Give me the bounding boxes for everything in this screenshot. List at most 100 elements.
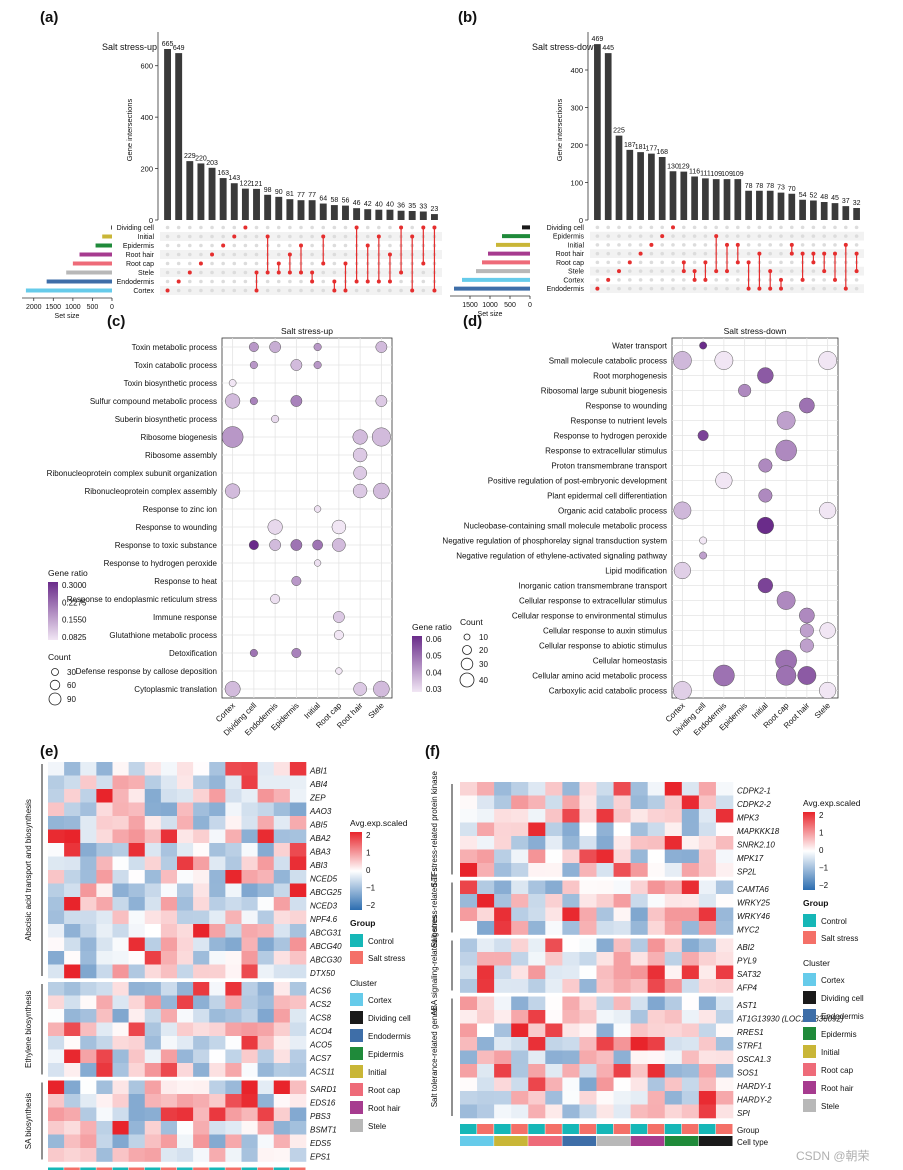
dot xyxy=(776,411,796,430)
group-annotation xyxy=(630,1124,648,1134)
bar xyxy=(297,200,305,220)
heatmap-cell xyxy=(112,1121,129,1135)
bar xyxy=(820,202,828,220)
heatmap-cell xyxy=(545,782,563,796)
cluster-legend-label: Stele xyxy=(368,1122,387,1131)
cluster-legend-swatch xyxy=(350,1047,363,1060)
heatmap-cell xyxy=(257,856,275,871)
bar xyxy=(615,135,623,220)
dot xyxy=(352,483,368,499)
matrix-dot-off xyxy=(617,260,621,265)
heatmap-cell xyxy=(289,1121,307,1135)
matrix-dot-off xyxy=(682,251,686,256)
matrix-dot-off xyxy=(682,225,686,230)
dot xyxy=(797,666,817,685)
matrix-dot-off xyxy=(790,260,794,265)
heatmap-cell xyxy=(193,775,210,790)
y-tick-label: Ribosomal large subunit biogenesis xyxy=(541,387,667,396)
heatmap-cell xyxy=(193,937,210,952)
dot xyxy=(225,483,241,499)
matrix-dot-on xyxy=(681,269,686,274)
heatmap-cell xyxy=(477,907,495,922)
heatmap-cell xyxy=(528,809,546,823)
set-size-bar xyxy=(95,243,112,248)
heatmap-cell xyxy=(96,982,113,996)
heatmap-cell xyxy=(160,802,178,817)
set-size-bar xyxy=(79,252,112,257)
heatmap-cell xyxy=(511,880,529,895)
matrix-dot-off xyxy=(276,252,281,257)
heatmap-cell xyxy=(562,938,580,953)
scale-tick-label: −2 xyxy=(819,881,829,890)
gene-label: EPS1 xyxy=(310,1153,330,1162)
matrix-dot-off xyxy=(332,270,337,275)
heatmap-cell xyxy=(160,1009,178,1023)
heatmap-cell xyxy=(698,1064,717,1078)
heatmap-cell xyxy=(562,921,580,935)
heatmap-cell xyxy=(128,1080,146,1095)
heatmap-cell xyxy=(112,910,129,925)
cluster-legend-swatch xyxy=(803,1027,816,1040)
heatmap-cell xyxy=(257,937,275,952)
dot xyxy=(375,395,388,407)
heatmap-cell xyxy=(128,910,146,925)
heatmap-cell xyxy=(80,951,97,965)
heatmap-cell xyxy=(160,1107,178,1122)
set-label: Epidermis xyxy=(123,243,155,250)
heatmap-cell xyxy=(613,849,631,864)
matrix-dot-off xyxy=(199,270,203,275)
dot xyxy=(248,342,259,352)
matrix-dot-off xyxy=(421,279,426,284)
group-legend-title: Group xyxy=(803,898,829,908)
heatmap-cell xyxy=(289,1022,307,1037)
y-tick-label: Ribosome biogenesis xyxy=(141,433,218,442)
matrix-dot-off xyxy=(790,278,794,282)
heatmap-cell xyxy=(209,910,226,925)
dot xyxy=(713,664,735,687)
bar-value-label: 40 xyxy=(375,202,383,209)
matrix-dot-off xyxy=(188,225,192,230)
matrix-dot-off xyxy=(310,243,314,248)
bar-value-label: 129 xyxy=(678,164,690,171)
heatmap-cell xyxy=(477,952,495,966)
gene-label: SPI xyxy=(737,1109,751,1118)
heatmap-cell xyxy=(562,1023,580,1038)
heatmap-cell xyxy=(48,937,65,952)
heatmap-cell xyxy=(144,856,162,871)
group-annotation xyxy=(511,1124,528,1134)
heatmap-cell xyxy=(96,762,113,776)
heatmap-cell xyxy=(257,775,275,790)
matrix-dot-on xyxy=(800,251,805,256)
matrix-dot-on xyxy=(854,251,859,256)
matrix-dot-off xyxy=(725,286,729,291)
heatmap-cell xyxy=(64,1036,81,1050)
heatmap-cell xyxy=(160,1063,178,1077)
heatmap-cell xyxy=(545,849,563,864)
cluster-legend-label: Initial xyxy=(821,1048,840,1057)
heatmap-cell xyxy=(193,964,210,979)
matrix-dot-on xyxy=(176,279,181,284)
heatmap-cell xyxy=(257,1022,275,1037)
heatmap-cell xyxy=(528,907,546,922)
heatmap-cell xyxy=(681,979,700,993)
heatmap-cell xyxy=(160,829,178,844)
heatmap-cell xyxy=(681,836,700,850)
heatmap-cell xyxy=(128,762,146,776)
matrix-dot-on xyxy=(321,234,326,239)
heatmap-cell xyxy=(545,921,563,935)
gene-label: BSMT1 xyxy=(310,1126,337,1135)
heatmap-cell xyxy=(48,775,65,790)
heatmap-cell xyxy=(48,816,65,830)
heatmap-cell xyxy=(460,1091,478,1105)
heatmap-cell xyxy=(177,1022,194,1037)
dot xyxy=(331,519,347,535)
chart-title: Salt stress-down xyxy=(532,42,599,52)
heatmap-cell xyxy=(273,964,291,979)
y-tick-label: Cellular amino acid metabolic process xyxy=(532,672,667,681)
heatmap-cell xyxy=(528,1091,546,1105)
cluster-legend-label: Endodermis xyxy=(821,1012,864,1021)
heatmap-cell xyxy=(460,880,478,895)
matrix-dot-off xyxy=(232,225,237,230)
matrix-dot-off xyxy=(388,234,392,239)
heatmap-cell xyxy=(647,849,666,864)
